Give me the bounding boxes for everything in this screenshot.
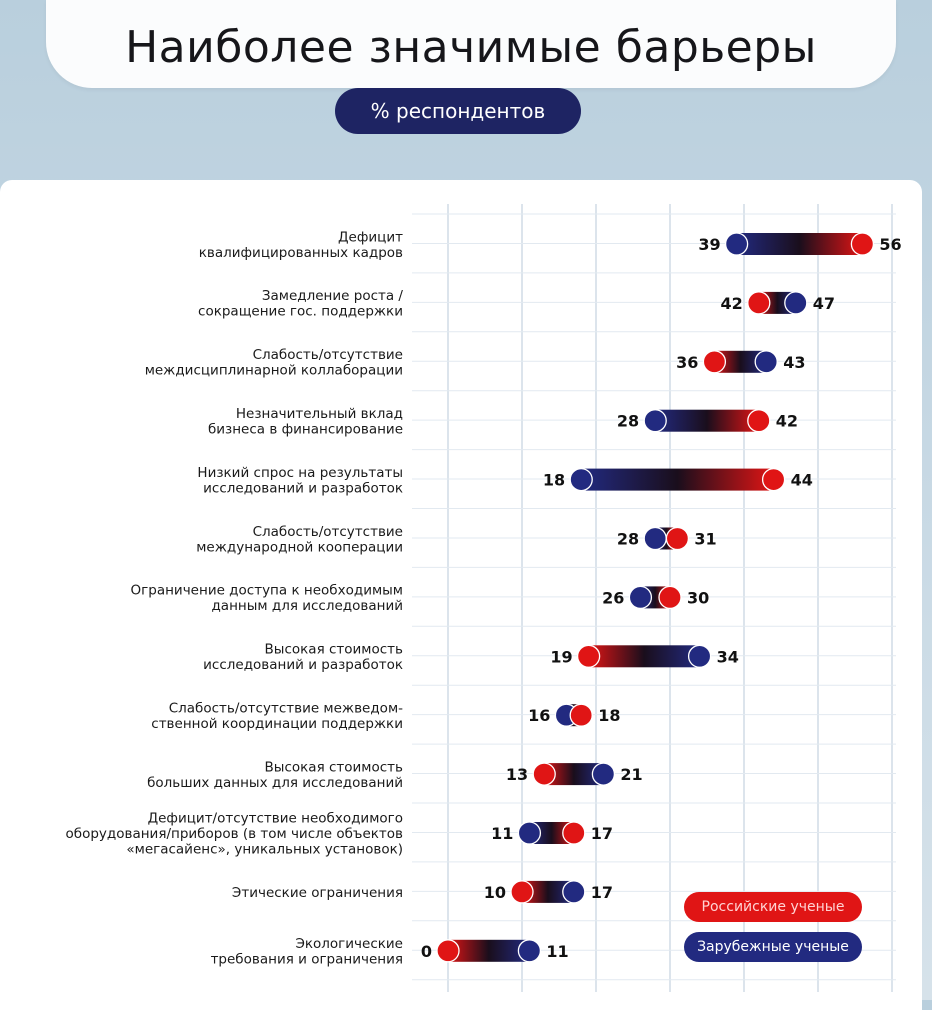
legend-russian: Российские ученые [684, 892, 862, 922]
dot-russian [850, 232, 875, 256]
dot-russian [761, 467, 786, 492]
value-label-high: 18 [598, 706, 620, 725]
dot-russian [702, 350, 727, 374]
bars: 39 56 42 47 36 43 28 42 18 44 28 31 26 30 19 34 16 18 13 21… [421, 232, 902, 963]
row-label: Слабость/отсутствие международной коопера… [196, 524, 403, 556]
bar-range [655, 409, 759, 432]
bar-range [522, 880, 574, 903]
value-label-low: 11 [491, 824, 513, 843]
dot-foreign [784, 291, 808, 315]
value-label-high: 21 [620, 765, 642, 784]
chart-title: Наиболее значимые барьеры [125, 22, 817, 73]
value-label-high: 30 [687, 588, 709, 607]
value-label-low: 18 [543, 471, 565, 490]
bar-range [448, 939, 530, 962]
row-label: Ограничение доступа к необходимым данным … [131, 583, 403, 615]
row-label: Дефицит/отсутствие необходимого оборудова… [66, 811, 404, 858]
bar-range [529, 822, 574, 844]
value-label-low: 0 [421, 942, 432, 961]
dot-foreign [517, 821, 542, 845]
dot-foreign [569, 467, 593, 492]
value-label-low: 19 [550, 647, 572, 666]
dot-russian [576, 644, 601, 668]
row-labels: Дефицит квалифицированных кадров Замедлени… [66, 229, 404, 967]
value-label-high: 31 [694, 530, 716, 549]
dot-russian [658, 585, 682, 610]
value-label-high: 11 [546, 942, 568, 961]
value-label-high: 43 [783, 353, 805, 372]
dot-foreign [754, 350, 778, 374]
row-label: Низкий спрос на результаты исследований и… [197, 465, 403, 497]
value-label-low: 39 [698, 235, 720, 254]
bar-range [544, 763, 604, 786]
value-label-high: 44 [791, 471, 813, 490]
bar-range [588, 645, 700, 668]
dot-foreign [643, 526, 667, 551]
value-label-low: 10 [484, 883, 506, 902]
row-label: Слабость/отсутствие междисциплинарной кол… [145, 347, 403, 379]
dot-russian [747, 291, 771, 315]
subtitle-badge: % респондентов [335, 88, 581, 134]
value-label-low: 28 [617, 412, 639, 431]
dot-russian [510, 880, 534, 904]
dot-foreign [687, 644, 712, 668]
dot-foreign [643, 409, 667, 433]
dot-foreign [724, 232, 749, 256]
row-label: Экологические требования и ограничения [211, 936, 403, 968]
value-label-high: 17 [591, 824, 613, 843]
bar-range [736, 233, 863, 255]
value-label-high: 34 [717, 647, 739, 666]
value-label-low: 13 [506, 765, 528, 784]
value-label-high: 42 [776, 412, 798, 431]
row-label: Этические ограничения [232, 885, 403, 901]
legend-foreign: Зарубежные ученые [684, 932, 862, 962]
value-label-high: 17 [591, 883, 613, 902]
value-label-low: 36 [676, 353, 698, 372]
dot-russian [562, 821, 586, 845]
row-label: Замедление роста / сокращение гос. поддер… [198, 288, 403, 320]
value-label-low: 16 [528, 706, 550, 725]
row-label: Незначительный вклад бизнеса в финансиров… [208, 406, 403, 438]
dot-foreign [591, 762, 616, 786]
chart-card [0, 180, 922, 1010]
value-label-high: 47 [813, 294, 835, 313]
value-label-high: 56 [879, 235, 901, 254]
row-label: Высокая стоимость исследований и разработ… [203, 642, 403, 674]
dot-russian [665, 526, 690, 551]
title-card: Наиболее значимые барьеры [46, 0, 896, 88]
dot-foreign [517, 939, 542, 963]
dot-russian [569, 703, 593, 727]
value-label-low: 28 [617, 530, 639, 549]
dot-foreign [628, 585, 653, 610]
dot-foreign [562, 880, 586, 904]
value-label-low: 42 [721, 294, 743, 313]
dot-russian [436, 939, 460, 963]
value-label-low: 26 [602, 588, 624, 607]
row-label: Дефицит квалифицированных кадров [199, 229, 403, 261]
dot-russian [532, 762, 556, 786]
bar-range [714, 350, 767, 373]
row-label: Высокая стоимость больших данных для иссл… [147, 759, 403, 791]
row-label: Слабость/отсутствие межведом-ственной ко… [151, 700, 403, 732]
bar-range [581, 468, 774, 491]
dot-russian [747, 409, 771, 433]
